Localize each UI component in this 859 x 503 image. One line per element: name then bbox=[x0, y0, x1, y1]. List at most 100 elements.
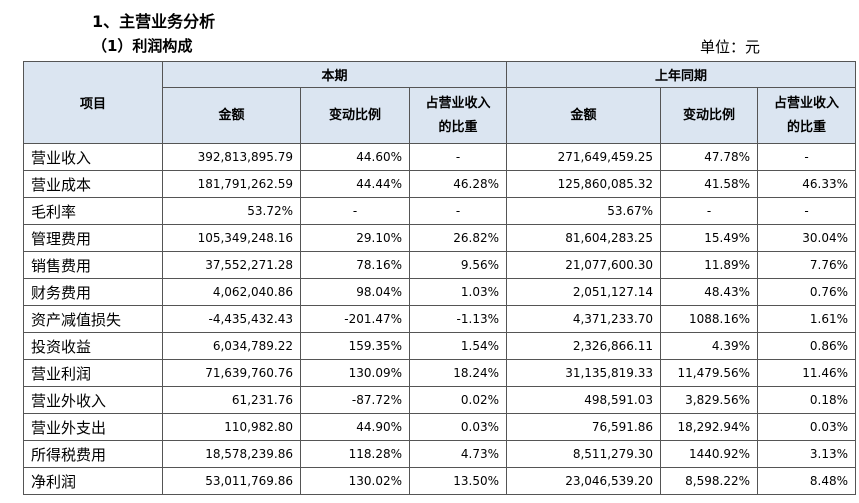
data-row: 净利润 53,011,769.86 130.02% 13.50% 23,046,539.… bbox=[23, 467, 857, 495]
row-label: 营业外支出 bbox=[23, 413, 163, 441]
cell: -87.72% bbox=[300, 386, 410, 414]
unit-label: 单位：元 bbox=[700, 38, 761, 56]
row-label: 营业利润 bbox=[23, 359, 163, 387]
cell: 26.82% bbox=[409, 224, 507, 252]
cell: 53.67% bbox=[506, 197, 661, 225]
header-row: 金额 变动比例 占营业收入 的比重 金额 变动比例 占营业收入 的比重 bbox=[24, 87, 857, 144]
cell: 23,046,539.20 bbox=[506, 467, 661, 495]
cell: 44.44% bbox=[300, 170, 410, 198]
cell: 47.78% bbox=[660, 143, 758, 171]
cell: 4.73% bbox=[409, 440, 507, 468]
column-header: 变动比例 bbox=[300, 87, 410, 144]
data-row: 营业外支出 110,982.80 44.90% 0.03% 76,591.86 18,29… bbox=[23, 413, 857, 441]
cell: 13.50% bbox=[409, 467, 507, 495]
row-label: 营业成本 bbox=[23, 170, 163, 198]
cell: 81,604,283.25 bbox=[506, 224, 661, 252]
data-row: 管理费用 105,349,248.16 29.10% 26.82% 81,604,283… bbox=[23, 224, 857, 252]
cell: - bbox=[756, 197, 857, 225]
cell: 76,591.86 bbox=[506, 413, 661, 441]
cell: - bbox=[409, 197, 507, 225]
cell: 61,231.76 bbox=[162, 386, 301, 414]
data-row: 投资收益 6,034,789.22 159.35% 1.54% 2,326,866.11… bbox=[23, 332, 857, 360]
cell: 8.48% bbox=[756, 467, 857, 495]
cell: 98.04% bbox=[300, 278, 410, 306]
cell: 11.89% bbox=[660, 251, 758, 279]
data-row: 所得税费用 18,578,239.86 118.28% 4.73% 8,511,279.… bbox=[23, 440, 857, 468]
cell: 37,552,271.28 bbox=[162, 251, 301, 279]
cell: 53,011,769.86 bbox=[162, 467, 301, 495]
cell: 3.13% bbox=[756, 440, 857, 468]
cell: 8,598.22% bbox=[660, 467, 758, 495]
item-header: 项目 bbox=[23, 61, 163, 144]
cell: 0.02% bbox=[409, 386, 507, 414]
cell: 46.28% bbox=[409, 170, 507, 198]
cell: 4,371,233.70 bbox=[506, 305, 661, 333]
data-row: 营业成本 181,791,262.59 44.44% 46.28% 125,860,08… bbox=[23, 170, 857, 198]
cell: 181,791,262.59 bbox=[162, 170, 301, 198]
data-row: 毛利率 53.72% - -53.67% - - bbox=[23, 197, 857, 225]
row-label: 营业收入 bbox=[23, 143, 163, 171]
cell: 3,829.56% bbox=[660, 386, 758, 414]
cell: 18,578,239.86 bbox=[162, 440, 301, 468]
cell: - bbox=[409, 143, 507, 171]
cell: 2,051,127.14 bbox=[506, 278, 661, 306]
data-row: 营业利润 71,639,760.76 130.09% 18.24% 31,135,819… bbox=[23, 359, 857, 387]
cell: 9.56% bbox=[409, 251, 507, 279]
group-header: 本期 bbox=[162, 61, 507, 88]
subsection-title: （1）利润构成 bbox=[92, 37, 193, 55]
cell: 4.39% bbox=[660, 332, 758, 360]
section-title: 1、主营业务分析 bbox=[92, 12, 216, 31]
row-label: 投资收益 bbox=[23, 332, 163, 360]
cell: 44.90% bbox=[300, 413, 410, 441]
cell: 159.35% bbox=[300, 332, 410, 360]
cell: 15.49% bbox=[660, 224, 758, 252]
header-row: 项目 本期 上年同期 bbox=[23, 61, 857, 144]
data-row: 销售费用 37,552,271.28 78.16% 9.56% 21,077,600.3… bbox=[23, 251, 857, 279]
data-row: 财务费用 4,062,040.86 98.04% 1.03% 2,051,127.14 4… bbox=[23, 278, 857, 306]
cell: 1.54% bbox=[409, 332, 507, 360]
group-header: 上年同期 bbox=[505, 61, 857, 88]
cell: 29.10% bbox=[300, 224, 410, 252]
cell: 30.04% bbox=[756, 224, 857, 252]
cell: 1088.16% bbox=[660, 305, 758, 333]
row-label: 财务费用 bbox=[23, 278, 163, 306]
cell: 130.09% bbox=[300, 359, 410, 387]
data-row: 营业收入 392,813,895.79 44.60% -271,649,459.25 4… bbox=[23, 143, 857, 171]
column-header: 占营业收入 的比重 bbox=[409, 87, 507, 144]
cell: 7.76% bbox=[756, 251, 857, 279]
cell: - bbox=[756, 143, 857, 171]
cell: 0.76% bbox=[756, 278, 857, 306]
cell: 6,034,789.22 bbox=[162, 332, 301, 360]
cell: 110,982.80 bbox=[162, 413, 301, 441]
column-header: 金额 bbox=[162, 87, 301, 144]
cell: 1.03% bbox=[409, 278, 507, 306]
column-header: 占营业收入 的比重 bbox=[756, 87, 857, 144]
cell: 130.02% bbox=[300, 467, 410, 495]
cell: 1.61% bbox=[756, 305, 857, 333]
cell: 392,813,895.79 bbox=[162, 143, 301, 171]
cell: 2,326,866.11 bbox=[506, 332, 661, 360]
cell: - bbox=[300, 197, 410, 225]
cell: 125,860,085.32 bbox=[506, 170, 661, 198]
cell: 18.24% bbox=[409, 359, 507, 387]
profit-table: 项目 本期 上年同期 金额 变动比例 占营业收入 的比重 金额 变动比例 占营业收入 的比重 营业… bbox=[23, 61, 857, 495]
cell: 0.18% bbox=[756, 386, 857, 414]
cell: 41.58% bbox=[660, 170, 758, 198]
cell: 71,639,760.76 bbox=[162, 359, 301, 387]
data-row: 营业外收入 61,231.76 -87.72% 0.02% 498,591.03 3,82… bbox=[23, 386, 857, 414]
cell: - bbox=[660, 197, 758, 225]
row-label: 资产减值损失 bbox=[23, 305, 163, 333]
cell: 44.60% bbox=[300, 143, 410, 171]
cell: 78.16% bbox=[300, 251, 410, 279]
cell: -201.47% bbox=[300, 305, 410, 333]
data-row: 资产减值损失 -4,435,432.43 -201.47% -1.13% 4,371,2… bbox=[23, 305, 857, 333]
cell: 11.46% bbox=[756, 359, 857, 387]
cell: 48.43% bbox=[660, 278, 758, 306]
cell: 8,511,279.30 bbox=[506, 440, 661, 468]
cell: 498,591.03 bbox=[506, 386, 661, 414]
cell: -1.13% bbox=[409, 305, 507, 333]
row-label: 营业外收入 bbox=[23, 386, 163, 414]
cell: 31,135,819.33 bbox=[506, 359, 661, 387]
cell: 0.03% bbox=[756, 413, 857, 441]
cell: 0.86% bbox=[756, 332, 857, 360]
